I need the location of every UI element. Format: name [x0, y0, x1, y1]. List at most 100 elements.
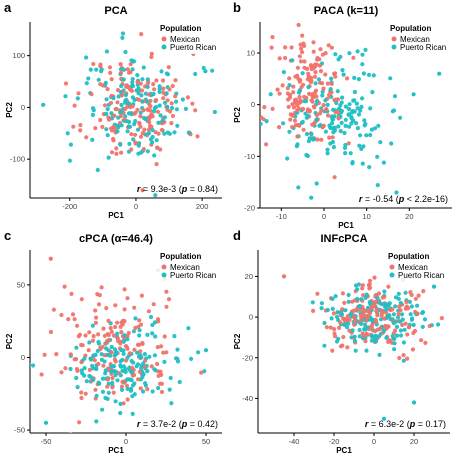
point-puerto-rican [399, 312, 405, 317]
point-mexican [92, 358, 97, 363]
point-puerto-rican [126, 101, 132, 106]
point-mexican [283, 45, 288, 50]
point-mexican [76, 91, 81, 96]
point-mexican [404, 304, 409, 309]
point-puerto-rican [125, 119, 130, 124]
point-puerto-rican [175, 123, 180, 128]
point-puerto-rican [99, 357, 104, 362]
point-mexican [122, 307, 127, 312]
point-mexican [359, 316, 364, 321]
point-puerto-rican [364, 348, 369, 353]
point-mexican [79, 297, 84, 302]
point-puerto-rican [359, 297, 364, 302]
point-puerto-rican [356, 77, 361, 82]
point-puerto-rican [325, 151, 330, 156]
point-mexican [375, 313, 380, 318]
point-puerto-rican [329, 76, 334, 81]
point-mexican [114, 146, 119, 151]
annotation-text: = [187, 184, 197, 194]
point-puerto-rican [398, 333, 404, 338]
point-mexican [98, 64, 103, 69]
point-mexican [326, 43, 331, 48]
point-mexican [105, 384, 110, 389]
point-puerto-rican [167, 131, 172, 136]
point-puerto-rican [364, 292, 369, 297]
point-puerto-rican [123, 114, 128, 119]
point-puerto-rican [370, 90, 375, 95]
annotation-text: r [137, 419, 141, 429]
point-mexican [133, 325, 138, 330]
point-mexican [384, 310, 389, 315]
point-puerto-rican [135, 350, 140, 355]
y-tick-label: 100 [12, 51, 25, 60]
point-puerto-rican [309, 195, 314, 200]
point-puerto-rican [260, 121, 263, 127]
panel-letter: b [233, 0, 241, 15]
point-puerto-rican [349, 116, 354, 121]
point-puerto-rican [355, 126, 360, 131]
point-puerto-rican [162, 359, 167, 364]
point-puerto-rican [431, 284, 437, 289]
point-puerto-rican [392, 94, 398, 99]
point-puerto-rican [109, 364, 114, 369]
point-puerto-rican [303, 99, 309, 104]
point-mexican [382, 316, 387, 321]
annotation-text: ( [404, 419, 410, 429]
annotation-value: 9.3e-3 [151, 184, 177, 194]
point-puerto-rican [168, 375, 173, 381]
panel-d: d INFcPCA -40 -20 0 20 -40 -20 0 20 PC1 PC2 Populati… [233, 228, 460, 455]
annotation-value: 6.3e-2 [379, 419, 405, 429]
point-puerto-rican [349, 121, 354, 126]
point-puerto-rican [150, 331, 155, 336]
points-layer [260, 22, 442, 200]
point-mexican [151, 302, 156, 307]
point-puerto-rican [94, 419, 99, 424]
point-mexican [96, 332, 101, 337]
point-puerto-rican [268, 92, 273, 97]
point-puerto-rican [152, 153, 157, 158]
point-puerto-rican [344, 325, 350, 330]
legend-background [156, 21, 232, 54]
point-puerto-rican [106, 390, 111, 395]
point-mexican [155, 345, 160, 350]
point-puerto-rican [41, 102, 46, 107]
point-puerto-rican [340, 95, 345, 100]
point-mexican [365, 308, 370, 313]
point-puerto-rican [84, 379, 89, 384]
annotation-text: ( [393, 194, 399, 204]
correlation-annotation: r = 3.7e-2 (p = 0.42) [137, 419, 218, 429]
point-puerto-rican [112, 347, 118, 352]
point-puerto-rican [309, 132, 314, 137]
point-puerto-rican [145, 77, 150, 82]
point-puerto-rican [67, 158, 72, 163]
point-mexican [101, 363, 106, 368]
y-tick-label: -10 [244, 152, 255, 161]
point-puerto-rican [119, 102, 124, 108]
point-mexican [353, 318, 358, 323]
point-puerto-rican [100, 407, 105, 412]
point-mexican [332, 175, 337, 180]
legend-swatch [161, 264, 167, 270]
y-tick-label: 0 [21, 103, 25, 112]
point-mexican [336, 116, 341, 121]
point-puerto-rican [162, 115, 167, 120]
point-mexican [137, 369, 142, 374]
point-puerto-rican [391, 321, 396, 326]
point-puerto-rican [384, 307, 389, 312]
point-mexican [135, 79, 140, 85]
point-puerto-rican [103, 80, 108, 86]
point-puerto-rican [133, 316, 138, 321]
point-mexican [110, 385, 115, 390]
point-puerto-rican [330, 139, 335, 145]
point-puerto-rican [99, 352, 104, 357]
point-puerto-rican [152, 367, 157, 372]
point-mexican [69, 291, 74, 296]
point-puerto-rican [104, 49, 109, 54]
point-mexican [161, 96, 166, 101]
point-puerto-rican [104, 346, 109, 351]
point-mexican [351, 314, 356, 320]
point-mexican [141, 147, 146, 152]
point-mexican [96, 361, 101, 366]
x-axis-label: PC1 [108, 211, 124, 220]
